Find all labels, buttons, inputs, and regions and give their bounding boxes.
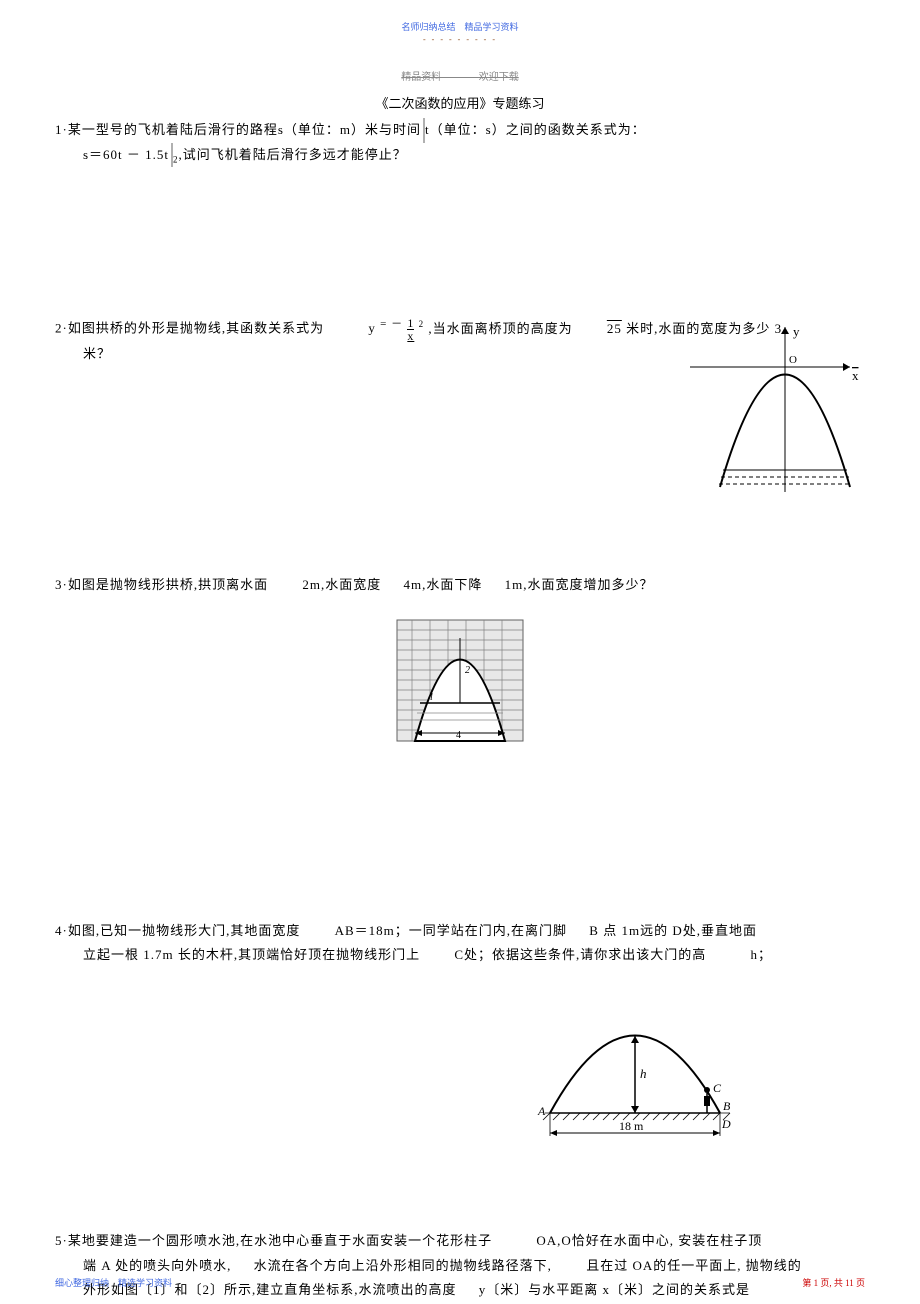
- q3-text1c: 水面下降: [426, 577, 482, 592]
- q3-text1b: 水面宽度: [325, 577, 381, 592]
- svg-text:2: 2: [465, 665, 470, 676]
- problem-1: 1·某一型号的飞机着陆后滑行的路程s（单位：m）米与时间 t（单位：s）之间的函数…: [55, 118, 865, 168]
- q2-text1a: 如图拱桥的外形是抛物线,其函数关系式为: [68, 321, 324, 336]
- page-title: 《二次函数的应用》专题练习: [0, 93, 920, 112]
- problem-4: 4·如图,已知一抛物线形大门,其地面宽度 AB＝18m；一同学站在门内,在离门脚…: [55, 919, 865, 968]
- q2-frac25: 25: [607, 317, 622, 342]
- figure-q4-gate: h A B C D 18 m: [535, 1008, 740, 1153]
- q5-text2b: 水流在各个方向上沿外形相同的抛物线路径落下,: [254, 1254, 552, 1279]
- svg-text:B: B: [723, 1099, 731, 1113]
- q2-text1b: ,当水面离桥顶的高度为: [428, 317, 572, 342]
- q4-text1a: 如图,已知一抛物线形大门,其地面宽度: [68, 923, 301, 938]
- header-credit: 名师归纳总结 精品学习资料: [0, 0, 920, 33]
- q4-v1: AB＝18m；一同学站在门内,在离门脚: [335, 919, 567, 944]
- q5-text2a: 端 A 处的喷头向外喷水,: [83, 1258, 231, 1273]
- q3-num: 3·: [55, 577, 68, 592]
- q1-num: 1·: [55, 122, 68, 137]
- q3-v3: 1m,: [505, 573, 528, 598]
- problem-3: 3·如图是抛物线形拱桥,拱顶离水面 2m,水面宽度 4m,水面下降 1m,水面宽…: [55, 573, 865, 598]
- q3-text1d: 水面宽度增加多少？: [528, 577, 654, 592]
- svg-text:l: l: [430, 692, 433, 703]
- q2-num: 2·: [55, 321, 68, 336]
- q5-text1a: 某地要建造一个圆形喷水池,在水池中心垂直于水面安装一个花形柱子: [68, 1233, 492, 1248]
- q5-v4: x〔米〕之间的关系式是: [603, 1278, 751, 1303]
- q3-text1a: 如图是抛物线形拱桥,拱顶离水面: [68, 577, 268, 592]
- svg-text:A: A: [537, 1104, 546, 1118]
- q1-text1a: 某一型号的飞机着陆后滑行的路程: [68, 122, 278, 137]
- q1-text2c: ,试问飞机着陆后滑行多远才能停止？: [179, 147, 407, 162]
- q3-v2: 4m,: [404, 573, 427, 598]
- q2-formula: y = － 1x 2: [368, 314, 424, 342]
- q4-v3: C处；依据这些条件,请你求出该大门的高: [454, 943, 706, 968]
- svg-text:4: 4: [456, 730, 461, 741]
- q5-v1: OA,O恰好在水面中心, 安装在柱子顶: [536, 1229, 762, 1254]
- figure-q3-arch-bridge: 2 l 4: [395, 618, 525, 743]
- q1-text1b: s（单位：m）米与时间: [278, 122, 421, 137]
- svg-text:y: y: [793, 324, 800, 339]
- q5-v3: y〔米〕与水平距离: [479, 1278, 599, 1303]
- footer-right: 第 1 页, 共 11 页: [802, 1276, 865, 1289]
- q4-text2a: 立起一根 1.7m 长的木杆,其顶端恰好顶在抛物线形门上: [83, 947, 420, 962]
- q5-num: 5·: [55, 1233, 68, 1248]
- footer-left: 细心整理归纳 精选学习资料: [55, 1276, 172, 1289]
- q1-text2a: s＝60t － 1.5t: [83, 147, 169, 162]
- problem-5: 5·某地要建造一个圆形喷水池,在水池中心垂直于水面安装一个花形柱子 OA,O恰好…: [55, 1229, 865, 1303]
- q4-v2: B 点 1m远的 D处,垂直地面: [589, 919, 757, 944]
- q4-v4: h；: [751, 943, 773, 968]
- svg-text:D: D: [721, 1117, 731, 1131]
- svg-text:O: O: [789, 354, 797, 366]
- svg-text:x: x: [852, 368, 859, 383]
- svg-text:h: h: [640, 1066, 647, 1081]
- q3-v1: 2m,: [302, 573, 325, 598]
- q4-num: 4·: [55, 923, 68, 938]
- svg-text:C: C: [713, 1081, 722, 1095]
- svg-text:18 m: 18 m: [619, 1119, 644, 1133]
- header-dashes: - - - - - - - - -: [0, 35, 920, 44]
- q1-text1c: t（单位：s）之间的函数关系式为：: [425, 118, 646, 143]
- q5-v2: 且在过 OA的任一平面上, 抛物线的: [586, 1254, 802, 1279]
- header-strike: 精品资料 - - - - - - 欢迎下载: [0, 68, 920, 83]
- figure-q2-parabola-axes: y x O: [685, 322, 860, 497]
